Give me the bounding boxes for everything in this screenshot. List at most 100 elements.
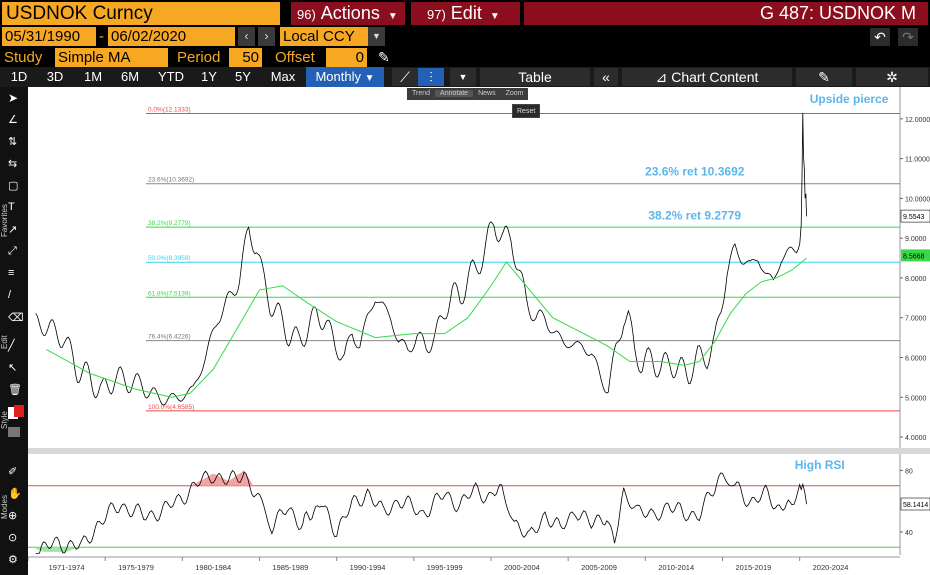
timeframe-1m[interactable]: 1M xyxy=(83,69,103,84)
float-zoom-tool[interactable]: Zoom xyxy=(505,90,524,97)
line-chart-icon[interactable]: ⟋ xyxy=(392,68,418,86)
next-period-button[interactable]: › xyxy=(258,27,275,46)
fib-level-label: 100.0%(4.6585) xyxy=(148,404,194,411)
prev-period-button[interactable]: ‹ xyxy=(238,27,255,46)
red-swatch[interactable] xyxy=(14,405,24,417)
fib-level-label: 76.4%(6.4226) xyxy=(148,334,191,341)
mode-draw-icon[interactable]: ✐ xyxy=(8,466,18,478)
period-field[interactable]: 50 xyxy=(229,48,262,67)
currency-dropdown-icon[interactable]: ▼ xyxy=(368,27,385,46)
mode-settings-icon[interactable]: ⚙ xyxy=(8,554,18,566)
float-annotate-tool[interactable]: Annotate xyxy=(435,90,474,97)
select-arrow-icon[interactable]: ↖ xyxy=(8,362,18,374)
pointer-icon[interactable]: ➤ xyxy=(8,91,19,105)
last-price-tag-label: 9.5543 xyxy=(903,214,925,221)
actions-label: Actions xyxy=(320,3,380,23)
white-swatch[interactable] xyxy=(8,407,18,419)
mode-crosshair-icon[interactable]: ⊕ xyxy=(8,510,18,522)
eraser-icon[interactable]: ⌫ xyxy=(8,312,24,324)
timeframe-1y[interactable]: 1Y xyxy=(201,69,217,84)
arrow-tool-icon[interactable]: ↗ xyxy=(8,224,18,236)
timeframe-3d[interactable]: 3D xyxy=(46,69,64,84)
channel-icon[interactable]: ⇆ xyxy=(8,158,18,170)
offset-label: Offset xyxy=(275,49,315,66)
collapse-left-icon[interactable]: « xyxy=(594,68,618,86)
timeframe-ytd[interactable]: YTD xyxy=(158,69,184,84)
rsi-annotation: High RSI xyxy=(795,458,845,472)
price-y-tick-label: 6.0000 xyxy=(905,355,927,362)
rsi-y-tick-label: 40 xyxy=(905,530,913,537)
usdnok-price-line xyxy=(35,112,807,406)
rectangle-icon[interactable]: ▢ xyxy=(8,180,19,192)
rsi-panel: 40 80 High RSI 58.1414 xyxy=(28,454,930,555)
brush-icon[interactable]: / xyxy=(8,289,12,301)
edit-dropdown-icon: ▼ xyxy=(489,11,500,22)
float-trend-tool[interactable]: Trend xyxy=(412,90,431,97)
x-axis-tick-label: 2015-2019 xyxy=(735,563,771,572)
x-axis-tick-label: 2000-2004 xyxy=(504,563,540,572)
edit-chart-icon[interactable]: ✎ xyxy=(796,68,852,86)
redo-icon[interactable]: ↷ xyxy=(898,28,918,46)
rsi-last-tag-label: 58.1414 xyxy=(903,502,928,509)
actions-number: 96) xyxy=(297,7,316,22)
chart-annotation: 23.6% ret 10.3692 xyxy=(645,165,745,179)
timeframe-6m[interactable]: 6M xyxy=(120,69,140,84)
moving-average-line xyxy=(46,257,807,398)
fib-level-label: 38.2%(9.2779) xyxy=(148,220,191,227)
x-axis-tick-label: 2005-2009 xyxy=(581,563,617,572)
x-axis-tick-label: 1971-1974 xyxy=(49,563,85,572)
mode-zoom-icon[interactable]: ⊙ xyxy=(8,532,18,544)
lines-icon[interactable]: ≡ xyxy=(8,267,15,279)
frequency-label: Monthly xyxy=(315,69,361,84)
reset-button[interactable]: Reset xyxy=(512,104,541,118)
chart-area[interactable]: 4.0000 5.0000 6.0000 7.0000 8.0000 9.0000 10.0… xyxy=(28,87,930,575)
edit-side-label: Edit xyxy=(0,335,9,349)
x-axis-tick-label: 1990-1994 xyxy=(350,563,386,572)
timeframe-5y[interactable]: 5Y xyxy=(235,69,251,84)
settings-gear-icon[interactable]: ✲ xyxy=(856,68,928,86)
float-news-tool[interactable]: News xyxy=(478,90,496,97)
ticker-field[interactable]: USDNOK Curncy xyxy=(2,2,280,25)
offset-field[interactable]: 0 xyxy=(326,48,367,67)
chart-annotation: Upside pierce xyxy=(810,92,889,106)
fibonacci-icon[interactable]: ⇅ xyxy=(8,136,18,148)
top-bar: USDNOK Curncy 96) Actions ▼ 97) Edit ▼ G 487… xyxy=(0,0,930,26)
actions-menu[interactable]: 96) Actions ▼ xyxy=(291,2,405,25)
frequency-chevron-icon: ▼ xyxy=(364,73,375,84)
pencil-icon[interactable]: ✎ xyxy=(378,49,390,65)
table-button[interactable]: Table xyxy=(480,68,590,86)
end-date-field[interactable]: 06/02/2020 xyxy=(108,27,235,46)
trendline-icon[interactable]: ∠ xyxy=(8,114,18,126)
trash-icon[interactable]: 🗑 xyxy=(8,384,22,396)
chart-type-dropdown-icon[interactable]: ▼ xyxy=(450,68,476,86)
bar-chart-icon[interactable]: ⫶ xyxy=(418,68,444,86)
draw-line-icon[interactable]: ╱ xyxy=(8,340,15,352)
start-date-field[interactable]: 05/31/1990 xyxy=(2,27,96,46)
study-field[interactable]: Simple MA xyxy=(55,48,168,67)
chart-content-button[interactable]: ⊿ Chart Content xyxy=(622,68,792,86)
frequency-dropdown[interactable]: Monthly ▼ xyxy=(306,67,384,87)
x-axis-tick-label: 1980-1984 xyxy=(195,563,231,572)
style-side-label: Style xyxy=(0,411,9,429)
favorites-side-label: Favorites xyxy=(0,204,9,237)
mode-pan-icon[interactable]: ✋ xyxy=(8,488,22,500)
fib-level-label: 0.0%(12.1333) xyxy=(148,107,191,114)
price-y-tick-label: 4.0000 xyxy=(905,435,927,442)
study-bar: Study Simple MA Period 50 Offset 0 ✎ xyxy=(0,48,930,68)
line-style-icon[interactable] xyxy=(8,427,20,437)
price-y-tick-label: 8.0000 xyxy=(905,276,927,283)
measure-icon[interactable]: ⤢ xyxy=(8,245,17,257)
fib-level-label: 50.0%(8.3959) xyxy=(148,255,191,262)
text-tool-icon[interactable]: T xyxy=(8,201,15,213)
x-axis: 1971-1974 1975-1979 1980-1984 1985-1989 1990… xyxy=(28,556,930,575)
undo-icon[interactable]: ↶ xyxy=(870,28,890,46)
fib-level-label: 23.6%(10.3692) xyxy=(148,177,194,184)
timeframe-max[interactable]: Max xyxy=(270,69,296,84)
edit-menu[interactable]: 97) Edit ▼ xyxy=(411,2,520,25)
panel-divider[interactable] xyxy=(28,448,930,454)
chart-toolbar: 1D 3D 1M 6M YTD 1Y 5Y Max Monthly ▼ ⟋ ⫶ … xyxy=(0,67,930,87)
currency-field[interactable]: Local CCY xyxy=(280,27,368,46)
price-y-tick-label: 7.0000 xyxy=(905,316,927,323)
x-axis-tick-label: 1995-1999 xyxy=(427,563,463,572)
timeframe-1d[interactable]: 1D xyxy=(10,69,28,84)
